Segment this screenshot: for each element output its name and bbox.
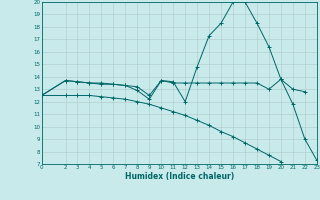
X-axis label: Humidex (Indice chaleur): Humidex (Indice chaleur) [124, 172, 234, 181]
